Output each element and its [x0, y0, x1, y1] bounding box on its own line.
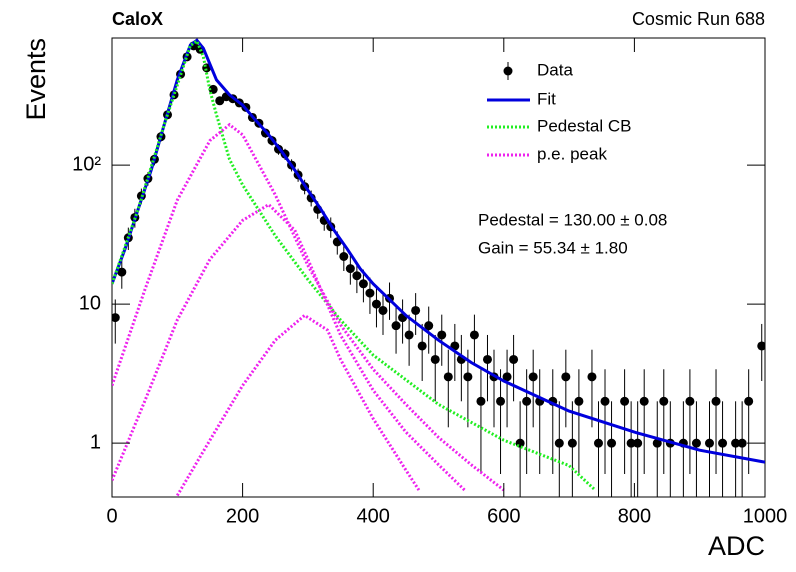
- data-point: [430, 354, 440, 364]
- x-axis-label: ADC: [708, 531, 765, 561]
- data-point: [482, 354, 492, 364]
- legend-label: Fit: [537, 89, 556, 108]
- data-point: [639, 396, 649, 406]
- data-point: [509, 354, 519, 364]
- data-point: [528, 372, 538, 382]
- data-point: [358, 279, 368, 289]
- data-point: [659, 396, 669, 406]
- plot-frame: [111, 37, 766, 498]
- data-point: [339, 251, 349, 261]
- data-point: [215, 96, 225, 106]
- x-tick-label: 600: [487, 505, 520, 527]
- data-point: [633, 438, 643, 448]
- data-point: [411, 305, 421, 315]
- y-tick-label: 1: [90, 431, 101, 453]
- data-point: [365, 288, 375, 298]
- data-point: [476, 396, 486, 406]
- data-point: [587, 372, 597, 382]
- data-point: [391, 321, 401, 331]
- annotation: Pedestal = 130.00 ± 0.08: [478, 210, 667, 229]
- data-point: [463, 372, 473, 382]
- data-point: [744, 396, 754, 406]
- curve: [112, 38, 765, 464]
- data-point: [737, 438, 747, 448]
- annotation: Gain = 55.34 ± 1.80: [478, 238, 628, 257]
- y-tick-label: 10: [79, 292, 101, 314]
- data-point: [691, 438, 701, 448]
- data-point: [593, 438, 603, 448]
- data-point: [378, 305, 388, 315]
- x-tick-label: 1000: [743, 505, 788, 527]
- x-tick-label: 800: [618, 505, 651, 527]
- x-tick-label: 400: [357, 505, 390, 527]
- data-point: [469, 330, 479, 340]
- curve: [112, 122, 505, 497]
- data-point: [424, 321, 434, 331]
- data-point: [437, 330, 447, 340]
- data-point: [345, 264, 355, 274]
- chart-title: CaloX: [112, 9, 163, 29]
- data-point: [718, 438, 728, 448]
- data-point: [600, 396, 610, 406]
- legend-symbol: [503, 66, 513, 76]
- data-point: [626, 438, 636, 448]
- data-point: [757, 341, 765, 351]
- data-point: [685, 396, 695, 406]
- legend-label: Data: [537, 60, 573, 79]
- data-point: [620, 396, 630, 406]
- curve: [112, 38, 597, 492]
- data-point: [352, 271, 362, 281]
- data-point: [554, 438, 564, 448]
- chart-subtitle: Cosmic Run 688: [632, 9, 765, 29]
- data-point: [404, 330, 414, 340]
- legend-label: Pedestal CB: [537, 116, 632, 135]
- data-point: [371, 299, 381, 309]
- x-tick-label: 200: [226, 505, 259, 527]
- data-point: [417, 341, 427, 351]
- data-point: [502, 372, 512, 382]
- data-point: [711, 396, 721, 406]
- data-point: [443, 372, 453, 382]
- legend-label: p.e. peak: [537, 144, 607, 163]
- data-point: [731, 438, 741, 448]
- data-point: [704, 438, 714, 448]
- data-point: [567, 438, 577, 448]
- plot-area: [112, 38, 765, 497]
- data-point: [522, 396, 532, 406]
- data-point: [117, 267, 127, 277]
- data-point: [112, 313, 120, 323]
- data-point: [652, 438, 662, 448]
- data-point: [574, 396, 584, 406]
- data-point: [208, 84, 218, 94]
- data-point: [496, 396, 506, 406]
- y-axis-label: Events: [21, 38, 51, 121]
- data-point: [561, 372, 571, 382]
- y-tick-label: 10²: [72, 153, 101, 175]
- data-point: [607, 438, 617, 448]
- x-tick-label: 0: [106, 505, 117, 527]
